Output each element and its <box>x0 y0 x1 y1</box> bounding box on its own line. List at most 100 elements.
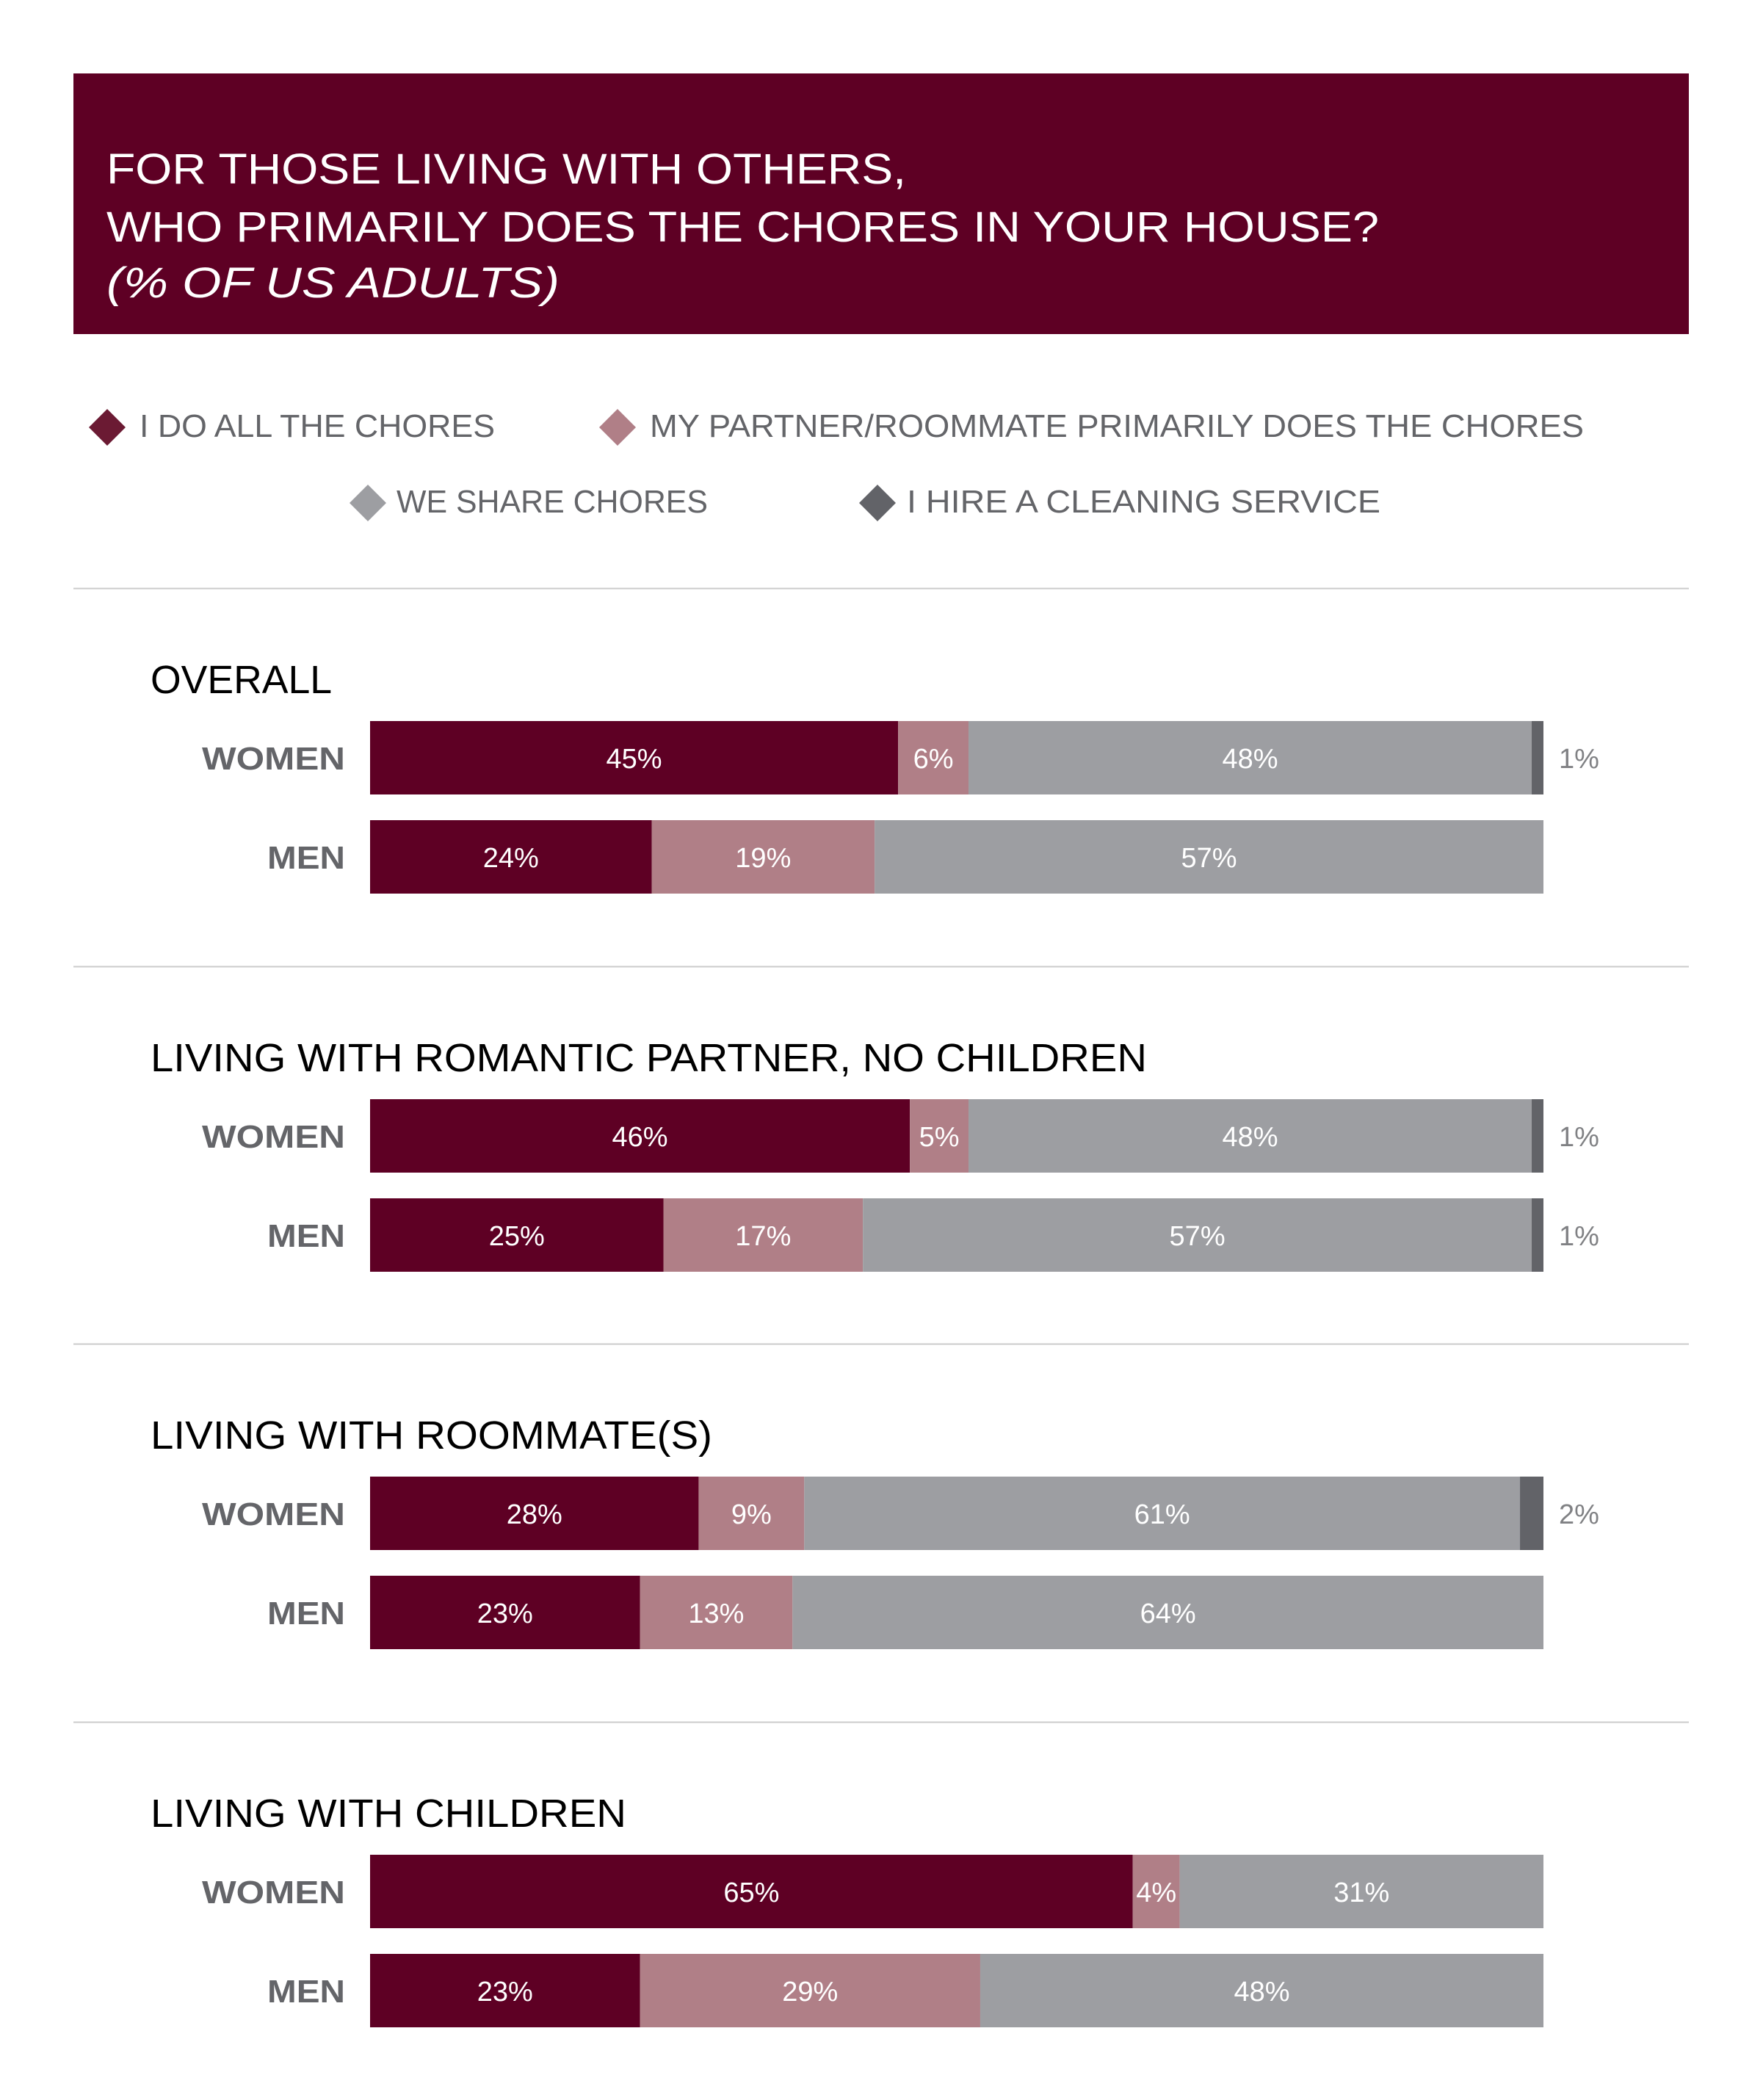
header-background <box>73 73 1689 334</box>
legend-item-share: WE SHARE CHORES <box>350 484 708 521</box>
diamond-icon <box>859 485 896 521</box>
bar-segment-we-share-chores <box>968 1099 1532 1173</box>
bar-row-men: MEN 24% 19% 57% <box>267 820 1543 894</box>
legend-item-partner: MY PARTNER/ROOMMATE PRIMARILY DOES THE C… <box>599 408 1584 446</box>
segment-value-label: 57% <box>1181 843 1237 874</box>
row-label: MEN <box>267 840 345 876</box>
bar-segment-i-hire-a-cleaning-service <box>1532 721 1543 794</box>
segment-value-label: 57% <box>1170 1221 1226 1252</box>
legend-item-i-do-all: I DO ALL THE CHORES <box>89 408 495 446</box>
bar-segment-i-do-all-the-chores <box>370 721 899 794</box>
bar-segment-i-do-all-the-chores <box>370 1576 640 1649</box>
bar-row-men: MEN 25% 17% 57% 1% <box>267 1198 1599 1272</box>
section-living-with-roommate-s: LIVING WITH ROOMMATE(S) WOMEN 28% 9% 61% 2% ME… <box>73 1343 1689 1649</box>
bar-segment-we-share-chores <box>792 1576 1543 1649</box>
segment-value-label: 48% <box>1222 1122 1278 1153</box>
bar-segment-my-partner-roommate-primarily-does-the-chores <box>1132 1855 1180 1928</box>
segment-value-label: 24% <box>483 843 539 874</box>
legend-label: I DO ALL THE CHORES <box>140 408 495 444</box>
bar-segment-my-partner-roommate-primarily-does-the-chores <box>640 1576 793 1649</box>
bar-segment-i-do-all-the-chores <box>370 1198 664 1272</box>
outside-value-label: 1% <box>1559 744 1599 775</box>
diamond-icon <box>350 485 386 521</box>
segment-value-label: 9% <box>731 1499 772 1530</box>
bar-segment-we-share-chores <box>804 1477 1521 1550</box>
bar-row-men: MEN 23% 13% 64% <box>267 1576 1543 1649</box>
header-title-line-2: WHO PRIMARILY DOES THE CHORES IN YOUR HO… <box>106 203 1379 251</box>
section-title: LIVING WITH ROOMMATE(S) <box>151 1413 712 1458</box>
outside-value-label: 2% <box>1559 1499 1599 1530</box>
bar-segment-we-share-chores <box>1179 1855 1543 1928</box>
legend-label: MY PARTNER/ROOMMATE PRIMARILY DOES THE C… <box>650 408 1584 444</box>
legend-label: WE SHARE CHORES <box>397 484 708 520</box>
legend-item-cleaning: I HIRE A CLEANING SERVICE <box>859 484 1380 521</box>
legend: I DO ALL THE CHORES MY PARTNER/ROOMMATE … <box>89 408 1584 521</box>
bar-segment-i-do-all-the-chores <box>370 1954 640 2027</box>
diamond-icon <box>89 409 126 446</box>
outside-value-label: 1% <box>1559 1122 1599 1153</box>
segment-value-label: 25% <box>489 1221 545 1252</box>
segment-value-label: 28% <box>507 1499 562 1530</box>
segment-value-label: 17% <box>735 1221 791 1252</box>
legend-label: I HIRE A CLEANING SERVICE <box>907 484 1380 520</box>
row-label: WOMEN <box>202 1875 345 1911</box>
section-title: LIVING WITH CHILDREN <box>151 1792 626 1836</box>
bar-segment-i-hire-a-cleaning-service <box>1532 1099 1543 1173</box>
bar-row-women: WOMEN 65% 4% 31% <box>202 1855 1543 1928</box>
section-overall: OVERALL WOMEN 45% 6% 48% 1% MEN 24% 19% 57% <box>73 587 1689 894</box>
bar-segment-we-share-chores <box>875 820 1543 894</box>
segment-value-label: 29% <box>782 1977 838 2007</box>
chart-sections: OVERALL WOMEN 45% 6% 48% 1% MEN 24% 19% 57% LIVING… <box>73 587 1689 2027</box>
section-title: OVERALL <box>151 658 332 702</box>
bar-segment-my-partner-roommate-primarily-does-the-chores <box>698 1477 805 1550</box>
segment-value-label: 45% <box>607 744 662 775</box>
bar-row-women: WOMEN 28% 9% 61% 2% <box>202 1477 1599 1550</box>
bar-segment-i-do-all-the-chores <box>370 1477 699 1550</box>
header: FOR THOSE LIVING WITH OTHERS, WHO PRIMAR… <box>73 73 1689 334</box>
row-label: WOMEN <box>202 1496 345 1532</box>
segment-value-label: 23% <box>477 1977 533 2007</box>
bar-segment-i-hire-a-cleaning-service <box>1520 1477 1543 1550</box>
segment-value-label: 61% <box>1134 1499 1190 1530</box>
bar-row-men: MEN 23% 29% 48% <box>267 1954 1543 2027</box>
row-label: WOMEN <box>202 1119 345 1155</box>
segment-value-label: 31% <box>1333 1878 1389 1908</box>
section-title: LIVING WITH ROMANTIC PARTNER, NO CHILDRE… <box>151 1036 1147 1080</box>
segment-value-label: 19% <box>735 843 791 874</box>
bar-segment-i-do-all-the-chores <box>370 820 652 894</box>
segment-value-label: 46% <box>612 1122 668 1153</box>
outside-value-label: 1% <box>1559 1221 1599 1252</box>
header-subtitle: (% OF US ADULTS) <box>106 259 560 307</box>
segment-value-label: 23% <box>477 1598 533 1629</box>
segment-value-label: 48% <box>1222 744 1278 775</box>
header-title-line-1: FOR THOSE LIVING WITH OTHERS, <box>106 145 906 193</box>
bar-segment-we-share-chores <box>980 1954 1543 2027</box>
row-label: MEN <box>267 1596 345 1632</box>
segment-value-label: 65% <box>723 1878 779 1908</box>
segment-value-label: 5% <box>919 1122 960 1153</box>
segment-value-label: 48% <box>1234 1977 1289 2007</box>
bar-segment-i-hire-a-cleaning-service <box>1532 1198 1543 1272</box>
section-living-with-romantic-partner-no-children: LIVING WITH ROMANTIC PARTNER, NO CHILDRE… <box>73 966 1689 1272</box>
row-label: WOMEN <box>202 741 345 777</box>
bar-segment-i-do-all-the-chores <box>370 1099 911 1173</box>
bar-segment-my-partner-roommate-primarily-does-the-chores <box>663 1198 864 1272</box>
row-label: MEN <box>267 1218 345 1254</box>
bar-row-women: WOMEN 45% 6% 48% 1% <box>202 721 1599 794</box>
segment-value-label: 4% <box>1136 1878 1176 1908</box>
bar-row-women: WOMEN 46% 5% 48% 1% <box>202 1099 1599 1173</box>
bar-segment-my-partner-roommate-primarily-does-the-chores <box>651 820 875 894</box>
row-label: MEN <box>267 1974 345 2010</box>
bar-segment-my-partner-roommate-primarily-does-the-chores <box>910 1099 969 1173</box>
bar-segment-i-do-all-the-chores <box>370 1855 1133 1928</box>
segment-value-label: 13% <box>688 1598 744 1629</box>
section-living-with-children: LIVING WITH CHILDREN WOMEN 65% 4% 31% MEN 23% 2… <box>73 1721 1689 2027</box>
segment-value-label: 6% <box>913 744 954 775</box>
bar-segment-my-partner-roommate-primarily-does-the-chores <box>640 1954 980 2027</box>
bar-segment-we-share-chores <box>968 721 1532 794</box>
segment-value-label: 64% <box>1140 1598 1196 1629</box>
bar-segment-my-partner-roommate-primarily-does-the-chores <box>898 721 969 794</box>
diamond-icon <box>599 409 636 446</box>
bar-segment-we-share-chores <box>863 1198 1532 1272</box>
